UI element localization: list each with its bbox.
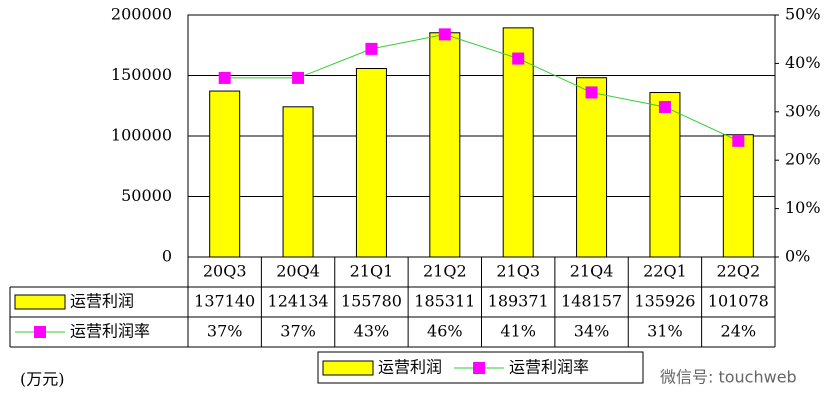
- marker: [585, 86, 598, 99]
- unit-note: (万元): [20, 370, 65, 389]
- legend-marker: [34, 326, 46, 338]
- table-value: 137140: [194, 292, 255, 311]
- bar: [576, 77, 608, 258]
- y2-tick-label: 10%: [785, 198, 821, 217]
- table-value: 155780: [341, 292, 402, 311]
- bar: [649, 92, 681, 258]
- y-tick-label: 100000: [111, 126, 172, 145]
- x-tick-label: 22Q1: [643, 262, 687, 281]
- legend-swatch: [14, 294, 66, 310]
- table-value: 189371: [488, 292, 549, 311]
- legend-label: 运营利润: [378, 358, 442, 377]
- y-tick-label: 50000: [121, 186, 172, 205]
- x-tick-label: 21Q4: [570, 262, 614, 281]
- bar: [209, 90, 241, 258]
- table-value: 43%: [354, 322, 390, 341]
- y2-tick-label: 40%: [785, 53, 821, 72]
- legend-swatch: [322, 360, 374, 376]
- y-tick-label: 0: [162, 247, 172, 266]
- legend-marker: [473, 362, 486, 374]
- y2-tick-label: 50%: [785, 5, 821, 24]
- x-tick-label: 21Q3: [496, 262, 540, 281]
- bar: [502, 27, 534, 258]
- x-tick-label: 20Q3: [203, 262, 247, 281]
- x-tick-label: 22Q2: [716, 262, 760, 281]
- x-tick-label: 20Q4: [276, 262, 320, 281]
- bar: [355, 68, 387, 258]
- x-tick-label: 21Q1: [350, 262, 394, 281]
- table-value: 37%: [207, 322, 243, 341]
- line: [224, 33, 739, 142]
- table-value: 46%: [427, 322, 463, 341]
- y-tick-label: 150000: [111, 65, 172, 84]
- table-value: 34%: [574, 322, 610, 341]
- table-value: 37%: [280, 322, 316, 341]
- y2-tick-label: 30%: [785, 101, 821, 120]
- table-series-name: 运营利润率: [70, 322, 150, 341]
- bar: [282, 106, 314, 258]
- table-value: 124134: [268, 292, 329, 311]
- bar: [429, 32, 461, 258]
- x-tick-label: 21Q2: [423, 262, 467, 281]
- y2-tick-label: 20%: [785, 150, 821, 169]
- table-value: 101078: [708, 292, 769, 311]
- table-value: 41%: [500, 322, 536, 341]
- watermark: 微信号: touchweb: [660, 368, 797, 387]
- table-value: 24%: [721, 322, 757, 341]
- marker: [218, 71, 231, 84]
- marker: [438, 28, 451, 41]
- table-value: 31%: [647, 322, 683, 341]
- y-tick-label: 200000: [111, 5, 172, 24]
- table-series-name: 运营利润: [70, 292, 134, 311]
- y2-tick-label: 0%: [785, 247, 810, 266]
- legend-label: 运营利润率: [509, 358, 589, 377]
- table-value: 148157: [561, 292, 622, 311]
- marker: [365, 42, 378, 55]
- marker: [732, 134, 745, 147]
- marker: [292, 71, 305, 84]
- bar: [722, 134, 754, 258]
- marker: [512, 52, 525, 65]
- table-value: 135926: [634, 292, 695, 311]
- table-value: 185311: [414, 292, 475, 311]
- marker: [658, 100, 671, 113]
